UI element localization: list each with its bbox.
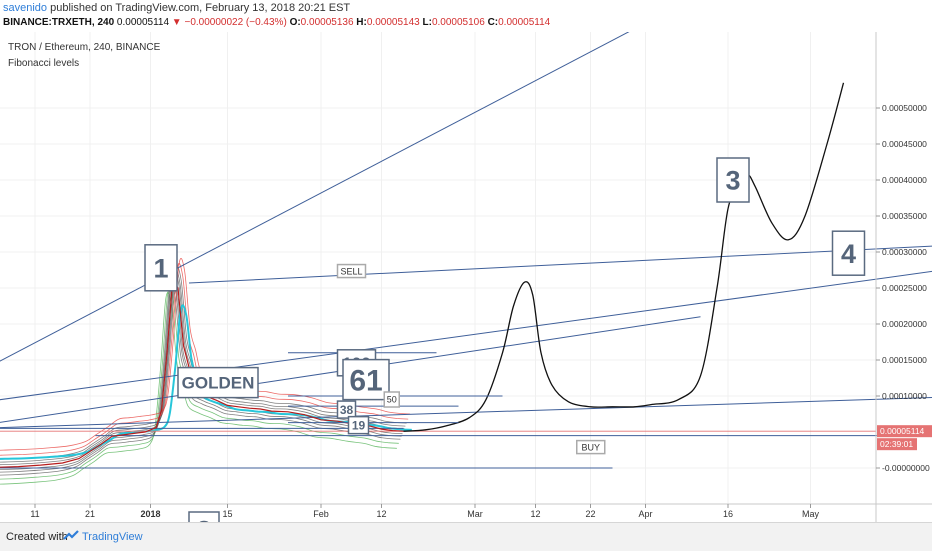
fib-label-61: 61 bbox=[342, 358, 390, 401]
wave-label-2: 2 bbox=[188, 511, 220, 522]
golden-label-box bbox=[177, 366, 259, 399]
x-tick-label: 22 bbox=[585, 509, 595, 519]
sell-label-text: SELL bbox=[340, 266, 362, 276]
close-value: 0.00005114 bbox=[498, 17, 551, 28]
change-value: ▼ −0.00000022 (−0.43%) bbox=[171, 17, 287, 28]
x-tick-label: Mar bbox=[467, 509, 483, 519]
open-value: 0.00005136 bbox=[300, 17, 354, 28]
fib-label-19-text: 19 bbox=[352, 418, 366, 432]
price-chart[interactable]: 10061GOLDEN503819SELLBUY1234 0.000500000… bbox=[0, 32, 932, 522]
trend-line-support-1[interactable] bbox=[0, 394, 932, 429]
wave-label-4-box bbox=[831, 230, 866, 276]
trend-line-sell-line[interactable] bbox=[188, 240, 932, 284]
projection-path bbox=[403, 82, 845, 432]
chart-title: TRON / Ethereum, 240, BINANCE bbox=[8, 42, 161, 53]
fib-label-38-box bbox=[336, 400, 357, 419]
fib-label-19: 19 bbox=[347, 415, 370, 435]
low-value: 0.00005106 bbox=[431, 17, 485, 28]
y-tick-label: 0.00025000 bbox=[882, 283, 927, 293]
y-tick-label: -0.00000000 bbox=[882, 463, 930, 473]
fib-label-19-box bbox=[347, 415, 370, 435]
sell-label-box bbox=[336, 263, 367, 279]
price-series-line bbox=[0, 279, 404, 468]
wave-label-1: 1 bbox=[144, 244, 178, 292]
wave-label-1-box bbox=[144, 244, 178, 292]
symbol-label: BINANCE:TRXETH, 240 bbox=[3, 17, 115, 28]
x-tick-label: May bbox=[802, 509, 820, 519]
y-tick-label: 0.00015000 bbox=[882, 355, 927, 365]
ma-ribbon-line bbox=[0, 266, 407, 460]
current-price-text: 0.00005114 bbox=[880, 426, 925, 436]
fib-label-50: 50 bbox=[383, 391, 400, 408]
close-label: C: bbox=[487, 17, 499, 28]
open-label: O: bbox=[289, 17, 301, 28]
trend-line-resistance-1[interactable] bbox=[0, 256, 932, 404]
y-tick-label: 0.00020000 bbox=[882, 319, 927, 329]
sell-label: SELL bbox=[336, 263, 367, 279]
author-link[interactable]: savenido bbox=[3, 2, 48, 14]
wave-label-3-box bbox=[716, 157, 750, 203]
current-price-badge bbox=[877, 425, 932, 438]
fib-label-38-text: 38 bbox=[340, 403, 354, 417]
ma-ribbon-line bbox=[0, 270, 406, 463]
created-with-text: Created with bbox=[6, 531, 68, 543]
countdown-badge bbox=[877, 438, 917, 451]
high-value: 0.00005143 bbox=[366, 17, 420, 28]
wave-label-4: 4 bbox=[831, 230, 866, 276]
countdown-text: 02:39:01 bbox=[880, 439, 913, 449]
x-tick-label: 12 bbox=[376, 509, 386, 519]
x-tick-label: 11 bbox=[30, 509, 39, 519]
last-price: 0.00005114 bbox=[116, 17, 170, 28]
x-tick-label: 2018 bbox=[140, 509, 160, 519]
x-tick-label: 12 bbox=[530, 509, 540, 519]
high-label: H: bbox=[356, 17, 367, 28]
ohlc-line: BINANCE:TRXETH, 240 0.00005114 ▼ −0.0000… bbox=[3, 17, 550, 28]
fib-label-61-box bbox=[342, 358, 390, 401]
fib-label-38: 38 bbox=[336, 400, 357, 419]
wave-label-3-text: 3 bbox=[725, 166, 740, 196]
y-tick-label: 0.00030000 bbox=[882, 247, 927, 257]
ma-ribbon-line bbox=[0, 280, 402, 473]
x-tick-label: 16 bbox=[723, 509, 733, 519]
wave-label-1-text: 1 bbox=[153, 254, 168, 284]
x-tick-label: 21 bbox=[85, 509, 95, 519]
golden-label-text: GOLDEN bbox=[182, 374, 255, 393]
y-tick-label: 0.00050000 bbox=[882, 103, 927, 113]
fib-label-50-text: 50 bbox=[387, 395, 397, 405]
y-tick-label: 0.00010000 bbox=[882, 391, 927, 401]
wave-label-2-box bbox=[188, 511, 220, 522]
y-tick-label: 0.00045000 bbox=[882, 139, 927, 149]
buy-label-box bbox=[576, 439, 606, 455]
fib-label-61-text: 61 bbox=[349, 364, 382, 397]
publish-text: published on TradingView.com, February 1… bbox=[50, 2, 351, 14]
publish-info: savenido published on TradingView.com, F… bbox=[3, 2, 350, 14]
y-tick-label: 0.00035000 bbox=[882, 211, 927, 221]
indicator-label: Fibonacci levels bbox=[8, 58, 79, 69]
header-bar: savenido published on TradingView.com, F… bbox=[0, 0, 932, 32]
x-tick-label: 15 bbox=[222, 509, 232, 519]
footer-bar: Created with TradingView bbox=[0, 522, 932, 551]
wave-label-4-text: 4 bbox=[841, 239, 856, 269]
y-tick-label: 0.00040000 bbox=[882, 175, 927, 185]
buy-label: BUY bbox=[576, 439, 606, 455]
tradingview-logo-icon[interactable] bbox=[62, 527, 80, 545]
trend-line-upper-channel[interactable] bbox=[0, 32, 635, 374]
tradingview-brand[interactable]: TradingView bbox=[82, 531, 143, 543]
x-tick-label: Apr bbox=[638, 509, 652, 519]
buy-label-text: BUY bbox=[581, 442, 600, 452]
fib-label-50-box bbox=[383, 391, 400, 408]
x-tick-label: Feb bbox=[313, 509, 329, 519]
ma-ribbon-line bbox=[0, 257, 411, 451]
low-label: L: bbox=[422, 17, 432, 28]
wave-label-3: 3 bbox=[716, 157, 750, 203]
golden-label: GOLDEN bbox=[177, 366, 259, 399]
wave-label-2-text: 2 bbox=[196, 516, 211, 522]
